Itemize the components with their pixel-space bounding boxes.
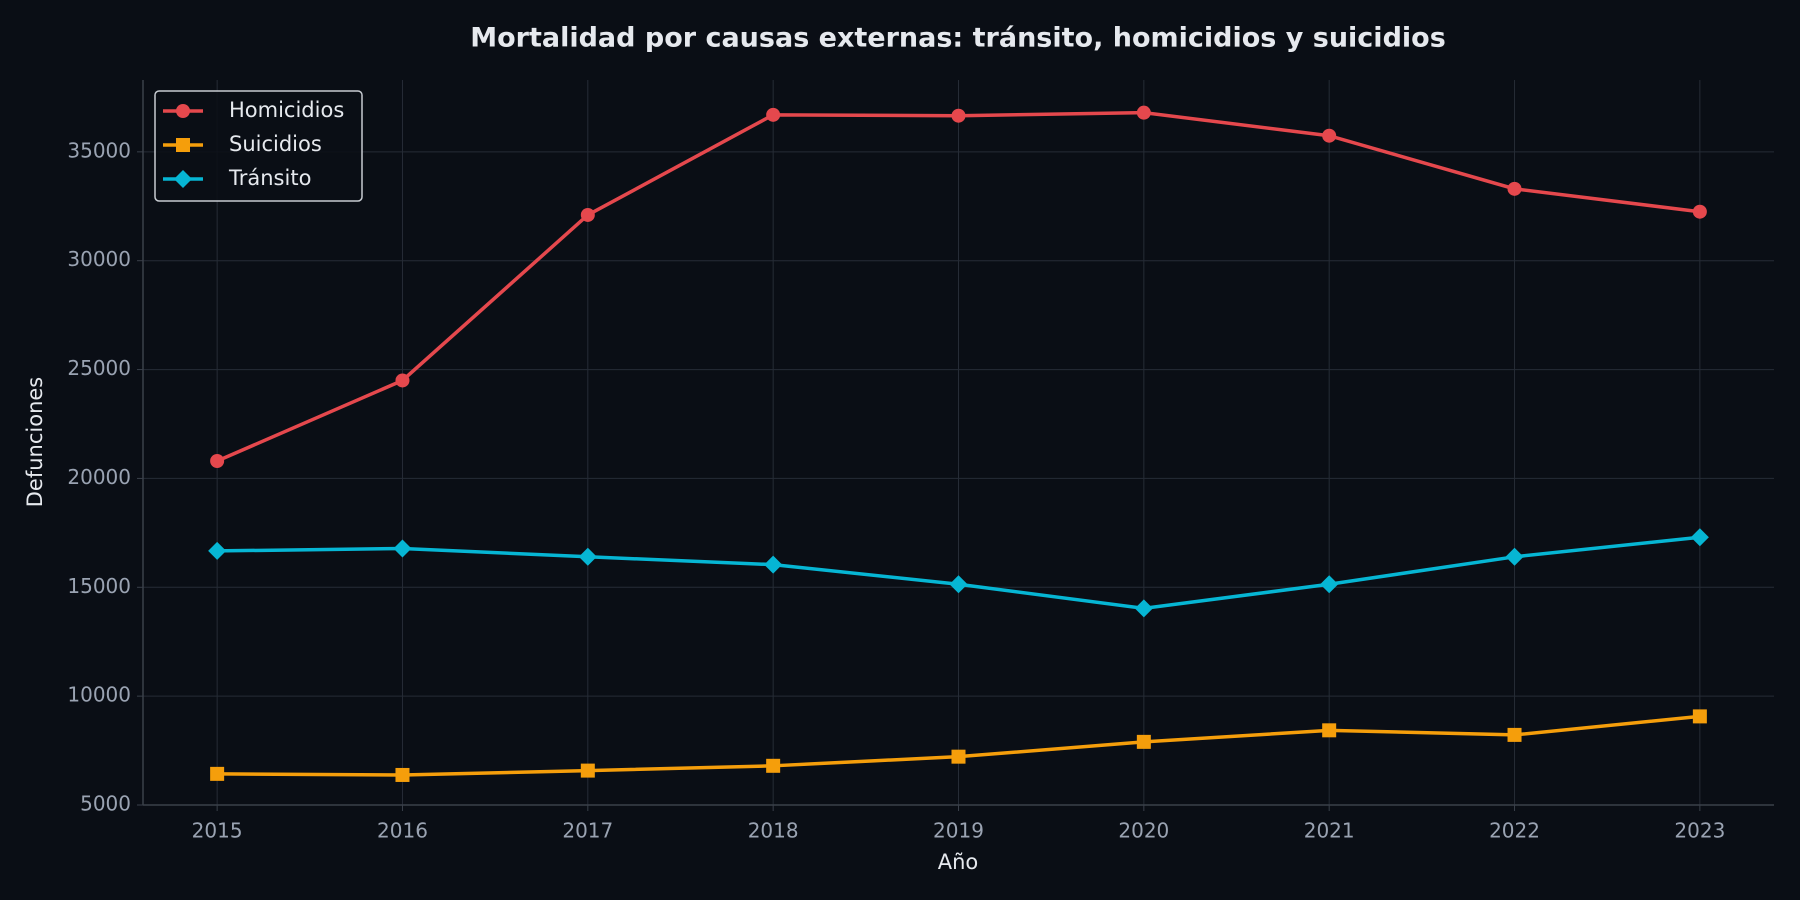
x-tick-label: 2018 [748, 819, 799, 843]
x-tick-label: 2022 [1489, 819, 1540, 843]
marker [1692, 709, 1707, 724]
x-tick-label: 2016 [377, 819, 428, 843]
marker [210, 766, 225, 781]
marker [1692, 204, 1707, 219]
marker [1136, 105, 1151, 120]
y-tick-label: 30000 [67, 247, 131, 271]
y-axis-label: Defunciones [23, 377, 47, 508]
marker [1690, 528, 1709, 547]
marker [951, 749, 966, 764]
marker [580, 763, 595, 778]
marker [578, 547, 597, 566]
legend-box [154, 90, 363, 202]
y-tick-label: 10000 [67, 683, 131, 707]
marker [764, 555, 783, 574]
x-tick-label: 2020 [1118, 819, 1169, 843]
y-tick-label: 35000 [67, 138, 131, 162]
x-tick-label: 2021 [1304, 819, 1355, 843]
marker [393, 539, 412, 558]
legend-label: Tránsito [228, 166, 311, 190]
legend-label: Suicidios [229, 132, 322, 156]
legend-marker [174, 170, 192, 188]
legend-label: Homicidios [229, 98, 344, 122]
marker [1505, 547, 1524, 566]
marker [395, 767, 410, 782]
chart-title: Mortalidad por causas externas: tránsito… [470, 23, 1446, 54]
x-tick-label: 2015 [192, 819, 243, 843]
marker [1322, 128, 1337, 143]
marker [580, 207, 595, 222]
legend-marker [176, 104, 190, 118]
marker [208, 541, 227, 560]
marker [766, 758, 781, 773]
marker [1136, 734, 1151, 749]
marker [951, 108, 966, 123]
marker [1320, 575, 1339, 594]
legend-marker [176, 138, 190, 152]
marker [395, 373, 410, 388]
marker [1507, 727, 1522, 742]
y-tick-label: 25000 [67, 356, 131, 380]
marker [1507, 181, 1522, 196]
marker [766, 107, 781, 122]
marker [1322, 723, 1337, 738]
y-tick-label: 5000 [80, 792, 131, 816]
x-axis-label: Año [938, 850, 979, 874]
marker [210, 454, 225, 469]
x-tick-label: 2019 [933, 819, 984, 843]
marker [1134, 599, 1153, 618]
y-tick-label: 15000 [67, 574, 131, 598]
y-tick-label: 20000 [67, 465, 131, 489]
x-tick-label: 2023 [1674, 819, 1725, 843]
x-tick-label: 2017 [562, 819, 613, 843]
marker [949, 575, 968, 594]
